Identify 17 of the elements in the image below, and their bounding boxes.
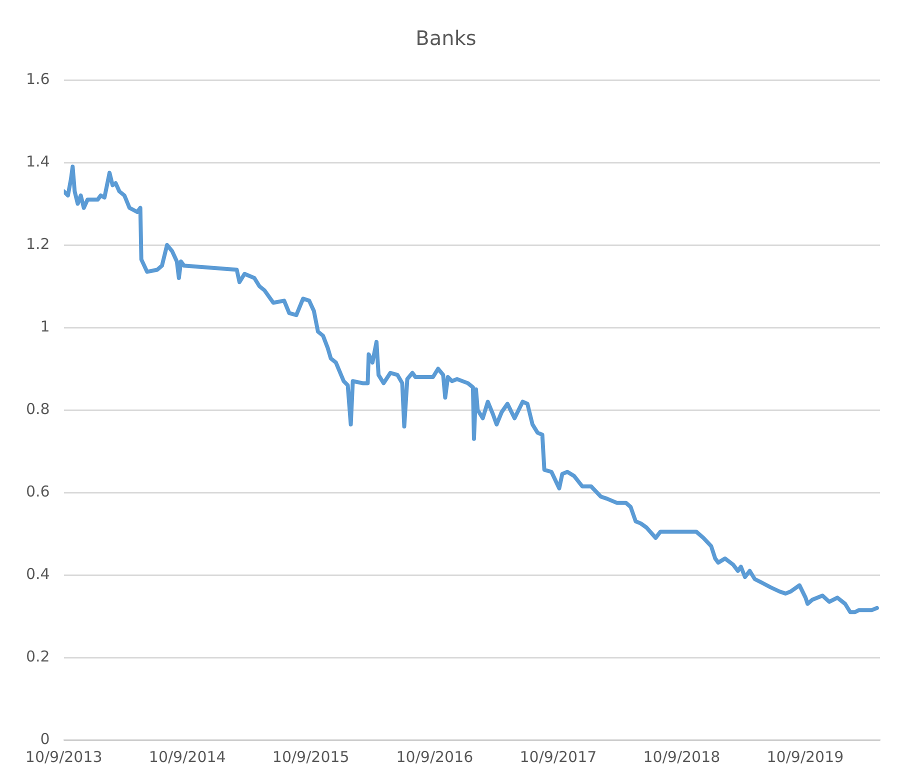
y-tick-label: 1.2 [26,234,50,253]
x-tick-label: 10/9/2014 [148,748,226,766]
x-tick-label: 10/9/2019 [766,748,844,766]
x-tick-label: 10/9/2013 [25,748,102,766]
x-tick-label: 10/9/2017 [520,748,597,766]
y-tick-label: 0.6 [26,482,50,500]
y-tick-label: 0.2 [26,647,50,666]
y-tick-label: 0.8 [26,400,50,418]
chart-title: Banks [416,26,476,50]
x-tick-label: 10/9/2016 [396,748,474,766]
y-tick-label: 0.4 [26,564,50,583]
y-tick-label: 1.6 [26,70,50,88]
y-tick-label: 0 [40,730,50,748]
y-tick-label: 1.4 [26,152,50,170]
x-tick-label: 10/9/2015 [272,748,350,766]
x-tick-label: 10/9/2018 [643,748,720,766]
y-tick-label: 1 [40,317,50,336]
